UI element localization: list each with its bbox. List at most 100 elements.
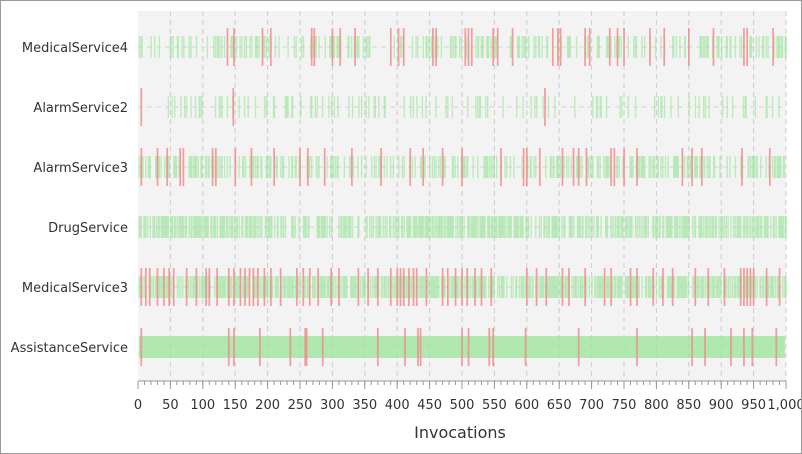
failure-mark [233,268,235,306]
success-mark [502,96,504,118]
success-mark [164,276,167,298]
success-mark [600,216,602,238]
failure-mark [172,268,175,306]
success-mark [437,276,439,298]
success-mark [728,276,730,298]
success-mark [554,96,556,118]
success-mark [467,216,470,238]
success-mark [694,216,697,238]
success-mark [781,276,784,298]
failure-mark [244,268,246,306]
failure-mark [239,268,242,306]
failure-mark [279,268,282,306]
success-mark [252,156,255,178]
success-mark [486,36,488,58]
success-mark [363,276,366,298]
success-mark [223,36,226,58]
success-mark [214,216,217,238]
success-mark [224,276,227,298]
success-mark [682,276,685,298]
success-mark [294,276,297,298]
failure-mark [454,268,457,306]
success-mark [427,276,429,298]
success-mark [265,156,268,178]
success-mark [354,276,356,298]
success-mark [142,156,144,178]
success-mark [684,276,687,298]
success-mark [709,216,711,238]
success-mark [607,36,610,58]
success-mark [553,276,555,298]
failure-mark [323,148,326,186]
success-mark [785,276,787,298]
success-mark [407,276,409,298]
success-mark [707,36,709,58]
success-mark [167,216,170,238]
success-mark [242,276,245,298]
success-mark [294,156,297,178]
success-mark [485,156,487,178]
success-mark [530,156,532,178]
success-mark [422,36,425,58]
success-mark [690,156,692,178]
failure-mark [616,28,619,66]
success-mark [587,36,590,58]
success-mark [599,276,601,298]
success-mark [527,36,530,58]
success-mark [365,36,367,58]
success-mark [553,156,555,178]
success-mark [722,276,725,298]
success-mark [321,216,324,238]
success-mark [632,156,634,178]
failure-mark [712,28,715,66]
success-mark [432,216,434,238]
success-mark [544,216,546,238]
success-mark [496,276,499,298]
success-mark [243,36,246,58]
success-mark [530,96,532,118]
success-mark [653,216,655,238]
success-mark [748,276,750,298]
success-mark [649,276,651,298]
success-mark [605,36,608,58]
success-mark [380,276,383,298]
success-mark [624,276,627,298]
success-mark [467,96,469,118]
success-mark [435,156,437,178]
success-mark [419,276,422,298]
success-mark [142,276,144,298]
success-mark [616,156,619,178]
success-mark [651,156,653,178]
success-mark [253,276,256,298]
success-mark [555,216,558,238]
failure-mark [397,28,400,66]
success-mark [350,276,352,298]
success-mark [753,216,756,238]
category-label: AssistanceService [11,341,128,356]
success-mark [693,216,696,238]
success-mark [506,276,508,298]
success-mark [671,216,673,238]
success-mark [424,216,426,238]
failure-mark [746,268,749,306]
success-mark [487,36,489,58]
success-mark [357,156,359,178]
success-mark [185,216,188,238]
failure-mark [252,268,255,306]
category-label: AlarmService3 [33,161,128,176]
success-series [138,216,787,238]
success-mark [734,36,737,58]
failure-mark [148,268,151,306]
success-mark [675,156,678,178]
success-mark [369,216,371,238]
success-mark [780,36,783,58]
success-mark [618,276,620,298]
success-mark [340,216,343,238]
success-mark [158,276,161,298]
success-mark [770,216,772,238]
success-mark [378,276,380,298]
success-mark [471,216,473,238]
failure-mark [306,148,309,186]
success-mark [777,156,779,178]
success-mark [444,156,446,178]
